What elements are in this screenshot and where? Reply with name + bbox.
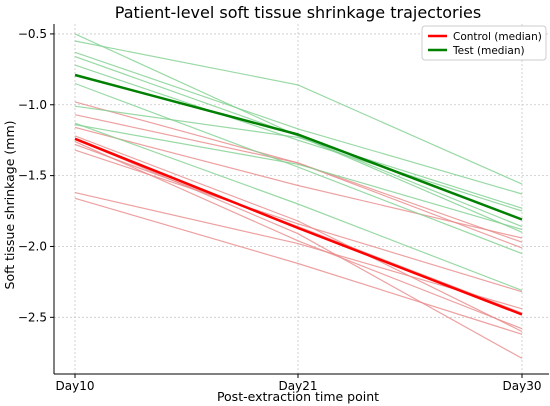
control-patient-line-2 xyxy=(74,126,523,239)
control-patient-line-1 xyxy=(74,114,523,243)
control-patient-line-7 xyxy=(74,141,523,330)
axes xyxy=(53,24,549,375)
x-tick-label-1: Day21 xyxy=(279,379,318,393)
test-patient-line-13 xyxy=(74,56,523,228)
legend-label-test: Test (median) xyxy=(452,45,525,57)
control-median-line xyxy=(74,137,523,316)
median-lines xyxy=(74,73,523,316)
y-tick-label-2: −1.5 xyxy=(18,169,47,183)
test-patient-line-15 xyxy=(74,82,523,255)
control-patient-line-3 xyxy=(74,138,523,359)
y-axis-title: Soft tissue shrinkage (mm) xyxy=(2,121,17,290)
test-patient-line-17 xyxy=(74,124,523,231)
grid xyxy=(54,24,549,374)
control-patient-line-4 xyxy=(74,143,523,314)
test-patient-line-18 xyxy=(74,122,523,291)
control-patient-line-6 xyxy=(74,135,523,333)
y-tick-label-1: −1.0 xyxy=(18,98,47,112)
control-patient-line-9 xyxy=(74,197,523,335)
tick-labels: Day10 Day21 Day30 −0.5 −1.0 −1.5 −2.0 −2.5 xyxy=(18,27,542,393)
legend-box xyxy=(421,25,547,61)
legend-label-control: Control (median) xyxy=(453,31,542,43)
x-tick-label-0: Day10 xyxy=(56,379,95,393)
test-patient-line-11 xyxy=(74,40,523,185)
test-patient-line-12 xyxy=(74,51,523,195)
x-tick-label-2: Day30 xyxy=(503,379,542,393)
test-patient-line-10 xyxy=(74,33,523,233)
y-tick-label-0: −0.5 xyxy=(18,27,47,41)
legend: Control (median) Test (median) xyxy=(421,25,547,61)
test-median-line xyxy=(74,73,523,221)
test-patient-line-16 xyxy=(74,105,523,209)
control-patient-line-8 xyxy=(74,192,523,310)
y-tick-label-4: −2.5 xyxy=(18,310,47,324)
chart-title: Patient-level soft tissue shrinkage traj… xyxy=(115,3,481,22)
y-tick-label-3: −2.0 xyxy=(18,239,47,253)
test-patient-line-14 xyxy=(74,64,523,212)
patient-lines xyxy=(74,33,523,359)
x-axis-title: Post-extraction time point xyxy=(217,389,379,404)
